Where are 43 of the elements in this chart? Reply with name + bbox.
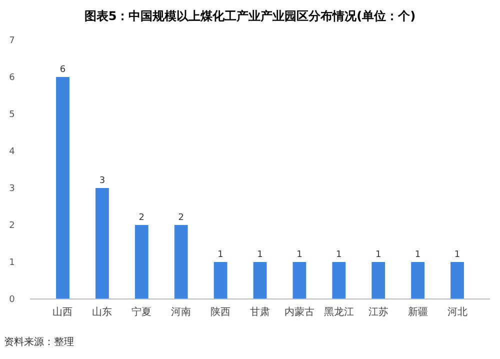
chart-title: 图表5：中国规模以上煤化工产业产业园区分布情况(单位：个)	[84, 9, 416, 23]
bar	[332, 262, 346, 299]
bar	[56, 77, 70, 299]
x-tick-label: 甘肃	[250, 306, 270, 318]
data-label: 3	[99, 176, 106, 186]
x-tick-label: 黑龙江	[324, 306, 354, 318]
bar	[450, 262, 464, 299]
bar	[95, 188, 109, 299]
y-tick-label: 5	[9, 110, 15, 120]
x-tick-label: 江苏	[368, 306, 388, 318]
data-label: 1	[218, 250, 224, 260]
x-tick-label: 宁夏	[132, 306, 152, 318]
x-tick-label: 内蒙古	[284, 306, 314, 318]
y-tick-label: 2	[9, 221, 15, 231]
x-tick-label: 河北	[447, 306, 468, 318]
bar	[174, 225, 188, 299]
data-label: 6	[60, 65, 66, 75]
y-tick-label: 1	[9, 258, 15, 268]
x-tick-label: 山西	[52, 306, 73, 318]
bar	[134, 225, 148, 299]
x-tick-label: 河南	[171, 306, 192, 318]
bar	[253, 262, 267, 299]
data-label: 1	[336, 250, 342, 260]
y-tick-label: 4	[9, 147, 16, 157]
bar	[411, 262, 425, 299]
data-label: 1	[257, 250, 263, 260]
x-tick-label: 新疆	[408, 306, 428, 318]
x-tick-label: 山东	[92, 306, 112, 318]
y-tick-label: 0	[9, 295, 16, 305]
text: 资料来源：整理	[4, 336, 74, 348]
data-label: 1	[375, 250, 382, 260]
data-label: 1	[454, 250, 460, 260]
data-label: 2	[178, 213, 184, 223]
y-tick-label: 3	[9, 184, 15, 194]
y-tick-label: 6	[9, 73, 16, 83]
y-tick-label: 7	[9, 36, 15, 46]
data-label: 2	[138, 213, 145, 223]
x-tick-label: 陕西	[210, 306, 231, 318]
bar	[214, 262, 228, 299]
data-label: 1	[414, 250, 421, 260]
bar	[292, 262, 306, 299]
bar	[372, 262, 386, 299]
data-label: 1	[296, 250, 302, 260]
